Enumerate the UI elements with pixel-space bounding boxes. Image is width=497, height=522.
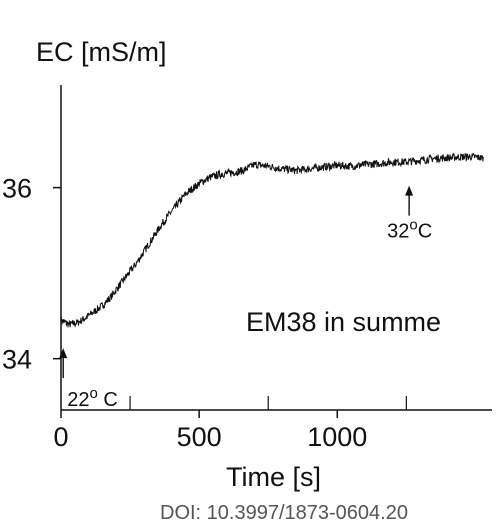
annotation-arrowhead [59,348,68,359]
y-tick-label: 36 [2,174,32,204]
y-ticks: 34 36 [2,174,61,375]
x-tick-label: 1000 [307,422,367,452]
x-axis-title: Time [s] [226,462,321,492]
series-group [60,152,484,328]
doi-footer: DOI: 10.3997/1873-0604.20 [160,502,408,522]
x-ticks: 0 500 1000 [53,396,407,452]
x-tick-label: 500 [177,422,222,452]
x-tick-label: 0 [53,422,68,452]
inline-label: EM38 in summe [246,307,441,337]
annotation-label: 32oC [387,217,432,243]
annotation-arrowhead [405,185,414,196]
annotation-label: 22o C [67,385,118,411]
series-line [60,152,484,328]
annotations: 32oC 22o C [59,185,432,411]
y-axis-title: EC [mS/m] [36,37,167,67]
y-tick-label: 34 [2,345,32,375]
